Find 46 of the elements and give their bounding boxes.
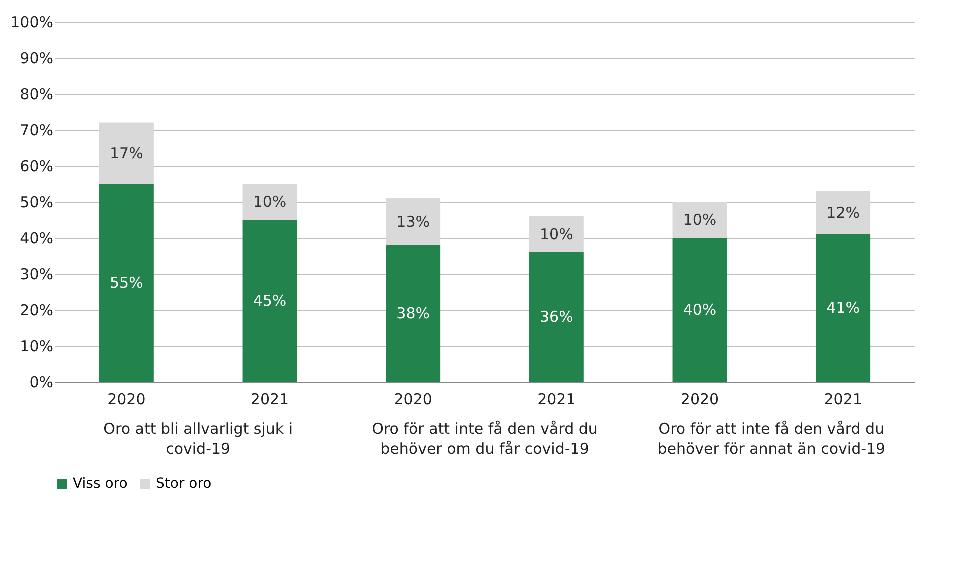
x-tick-label: 2020	[680, 390, 720, 408]
data-label: 40%	[683, 301, 717, 319]
bar	[816, 191, 871, 234]
data-label: 45%	[253, 292, 287, 310]
bar	[386, 198, 441, 246]
x-tick-label: 2021	[824, 390, 862, 408]
y-tick-label: 20%	[20, 302, 54, 320]
x-tick-label: 2021	[538, 390, 576, 408]
y-tick-label: 0%	[30, 374, 54, 392]
data-label: 55%	[110, 274, 144, 292]
bar	[529, 216, 584, 252]
bar	[99, 122, 154, 184]
y-tick-label: 30%	[20, 266, 54, 284]
bar	[386, 245, 441, 382]
bar	[816, 234, 871, 382]
x-tick-label: 2021	[250, 390, 290, 408]
bar	[242, 220, 298, 382]
y-tick-label: 10%	[20, 338, 54, 356]
y-tick-label: 80%	[20, 86, 54, 104]
data-label: 41%	[826, 299, 860, 318]
legend-label: Stor oro	[156, 476, 212, 492]
text: Oro för att inte få den vård du behöver för annat än covid-19	[658, 420, 886, 458]
y-tick-label: 40%	[20, 230, 54, 248]
bar	[672, 238, 728, 382]
y-tick-label: 70%	[20, 122, 54, 140]
data-label: 12%	[826, 204, 860, 222]
y-tick-label: 50%	[20, 194, 54, 212]
bar	[672, 202, 728, 238]
text: Oro att bli allvarligt sjuk i covid-19	[104, 420, 293, 458]
bar	[99, 184, 154, 382]
legend-label: Viss oro	[73, 476, 128, 492]
y-tick-label: 90%	[20, 50, 54, 68]
data-label: 13%	[396, 212, 430, 231]
y-tick-label: 60%	[20, 158, 54, 176]
text: Oro för att inte få den vård du behöver om du får covid-19	[372, 420, 598, 458]
data-label: 17%	[110, 144, 144, 162]
data-label: 38%	[396, 304, 430, 323]
bar	[242, 184, 298, 220]
data-label: 10%	[540, 225, 574, 244]
y-tick-label: 100%	[10, 14, 54, 32]
data-label: 10%	[683, 211, 717, 229]
data-label: 10%	[253, 193, 287, 211]
data-label: 36%	[540, 308, 574, 326]
x-tick-label: 2020	[108, 390, 146, 408]
bar	[529, 252, 584, 382]
x-tick-label: 2020	[394, 390, 432, 408]
